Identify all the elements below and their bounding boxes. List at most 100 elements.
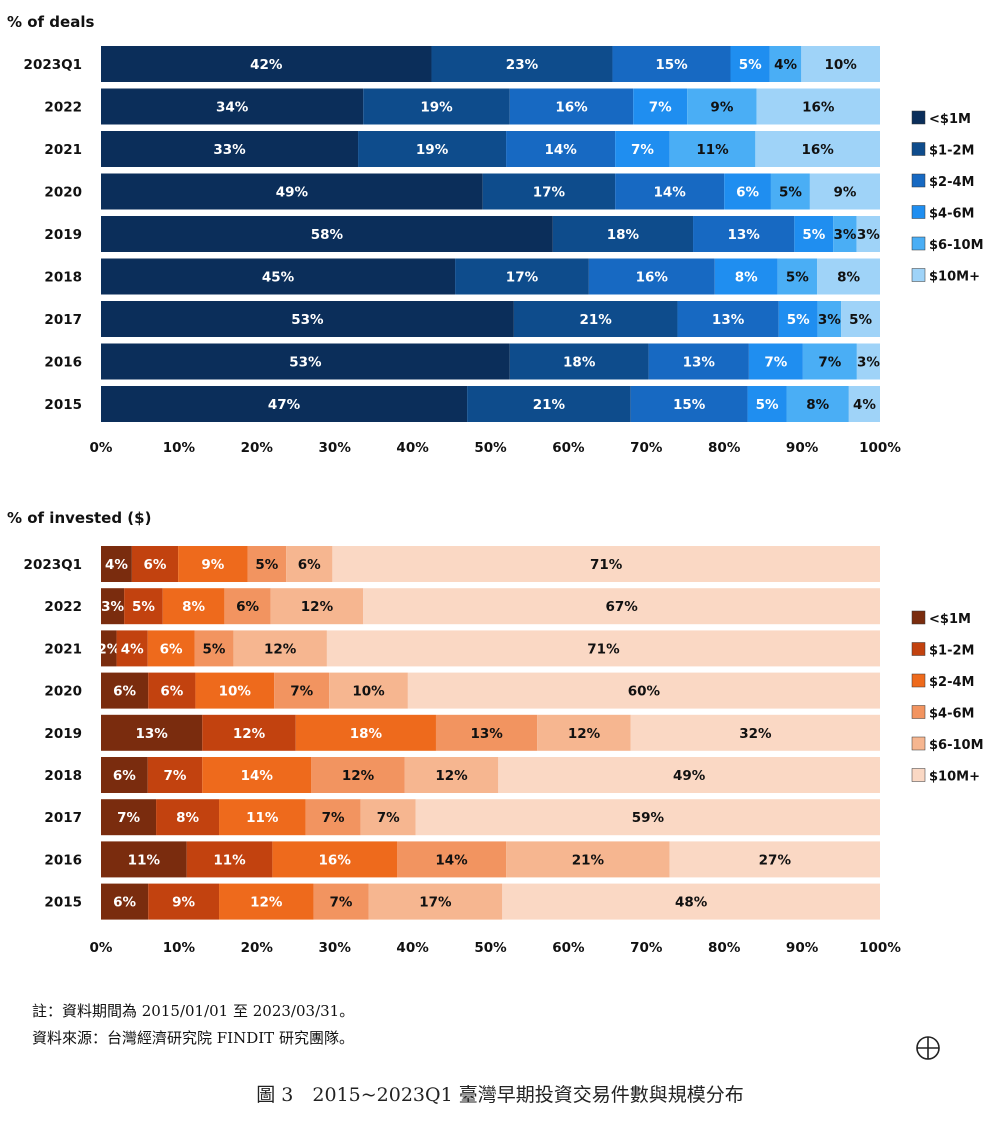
invested-category-label: 2016	[44, 852, 82, 868]
deals-data-label: 23%	[506, 57, 539, 73]
deals-bar-segment	[714, 258, 778, 295]
invested-data-label: 11%	[128, 852, 161, 868]
invested-bar-segment	[537, 714, 631, 751]
deals-x-tick-label: 70%	[630, 440, 663, 456]
deals-data-label: 15%	[673, 397, 706, 413]
invested-x-tick-label: 10%	[163, 940, 196, 956]
deals-bar-segment	[101, 258, 456, 295]
deals-data-label: 21%	[580, 312, 613, 328]
invested-category-label: 2020	[44, 684, 82, 700]
crosshair-icon	[916, 1036, 940, 1060]
invested-x-tick-label: 50%	[474, 940, 507, 956]
invested-bar-segment	[332, 546, 881, 582]
invested-bar-segment	[313, 883, 369, 920]
deals-data-label: 5%	[779, 185, 802, 201]
invested-data-label: 32%	[739, 726, 772, 742]
invested-bar-segment	[186, 841, 273, 878]
deals-bar-segment	[786, 386, 849, 422]
deals-bar-segment	[724, 173, 771, 210]
deals-category-label: 2021	[44, 142, 82, 158]
deals-bar-segment	[615, 131, 670, 167]
invested-data-label: 9%	[201, 557, 224, 573]
invested-data-label: 4%	[121, 641, 144, 657]
deals-legend-swatch	[911, 110, 926, 125]
invested-bar-segment	[147, 630, 195, 667]
deals-bar-segment	[358, 131, 507, 167]
invested-bar-segment	[363, 588, 880, 625]
invested-data-label: 59%	[632, 810, 665, 826]
invested-bar-segment	[202, 714, 296, 751]
invested-bar-segment	[194, 630, 234, 667]
invested-data-label: 6%	[236, 599, 259, 615]
deals-bar-segment	[848, 386, 880, 422]
deals-bar-segment	[363, 88, 510, 125]
invested-bar-segment	[148, 883, 220, 920]
invested-bar-segment	[148, 672, 196, 709]
deals-bar-segment	[648, 343, 749, 380]
deals-bar-segment	[856, 216, 880, 252]
invested-x-tick-label: 70%	[630, 940, 663, 956]
deals-bar-segment	[633, 88, 688, 125]
invested-data-label: 3%	[101, 599, 124, 615]
invested-data-label: 10%	[219, 684, 252, 700]
deals-bar-segment	[101, 131, 359, 167]
deals-bar-segment	[778, 301, 818, 337]
deals-bar-segment	[770, 173, 810, 210]
data-source-note: 資料來源：台灣經濟研究院 FINDIT 研究團隊。	[32, 1029, 354, 1047]
invested-bar-segment	[101, 841, 187, 878]
deals-data-label: 34%	[216, 100, 249, 116]
invested-data-label: 12%	[301, 599, 334, 615]
deals-legend-swatch	[911, 142, 926, 156]
invested-data-label: 12%	[250, 895, 283, 911]
invested-bar-segment	[669, 841, 880, 878]
invested-data-label: 48%	[675, 895, 708, 911]
deals-data-label: 7%	[764, 355, 787, 371]
invested-data-label: 6%	[298, 557, 321, 573]
invested-bar-segment	[305, 799, 361, 836]
deals-chart: % of deals 2023Q1 42% 23% 15% 5% 4% 10% 2022 34% 1…	[7, 13, 984, 456]
deals-bar-segment	[552, 216, 694, 252]
deals-data-label: 13%	[712, 312, 745, 328]
deals-bar-segment	[794, 216, 834, 252]
deals-bar-segment	[856, 343, 880, 380]
deals-data-label: 49%	[276, 185, 309, 201]
invested-data-label: 14%	[241, 768, 274, 784]
invested-data-label: 17%	[419, 895, 452, 911]
invested-bar-segment	[224, 588, 271, 625]
deals-data-label: 33%	[213, 142, 246, 158]
invested-data-label: 7%	[164, 768, 187, 784]
invested-data-label: 6%	[113, 684, 136, 700]
deals-data-label: 53%	[291, 312, 324, 328]
deals-bar-segment	[630, 386, 748, 422]
invested-x-tick-label: 30%	[319, 940, 352, 956]
invested-bar-segment	[202, 757, 312, 793]
deals-data-label: 16%	[555, 100, 588, 116]
deals-bar-segment	[513, 301, 678, 337]
deals-data-label: 13%	[683, 355, 716, 371]
deals-x-tick-label: 90%	[786, 440, 819, 456]
deals-category-label: 2023Q1	[24, 57, 82, 73]
invested-category-label: 2015	[44, 895, 82, 911]
deals-data-label: 3%	[818, 312, 841, 328]
deals-data-label: 5%	[739, 57, 762, 73]
deals-data-label: 18%	[563, 355, 596, 371]
deals-data-label: 4%	[774, 57, 797, 73]
deals-data-label: 3%	[857, 227, 880, 243]
deals-x-tick-label: 60%	[552, 440, 585, 456]
invested-data-label: 13%	[135, 726, 168, 742]
invested-chart-title: % of invested ($)	[7, 509, 151, 527]
figure-caption: 圖 3 2015~2023Q1 臺灣早期投資交易件數與規模分布	[256, 1084, 744, 1106]
invested-bar-segment	[270, 588, 364, 625]
deals-category-label: 2015	[44, 397, 82, 413]
invested-legend-label: $10M+	[929, 770, 980, 785]
invested-data-label: 13%	[470, 726, 503, 742]
invested-legend-swatch	[911, 673, 926, 688]
deals-bar-segment	[509, 88, 634, 125]
deals-bar-segment	[777, 258, 818, 295]
deals-bar-segment	[817, 301, 842, 337]
deals-data-label: 47%	[268, 397, 301, 413]
invested-bar-segment	[162, 588, 225, 625]
invested-data-label: 5%	[255, 557, 278, 573]
deals-x-tick-label: 100%	[859, 440, 901, 456]
invested-data-label: 5%	[132, 599, 155, 615]
